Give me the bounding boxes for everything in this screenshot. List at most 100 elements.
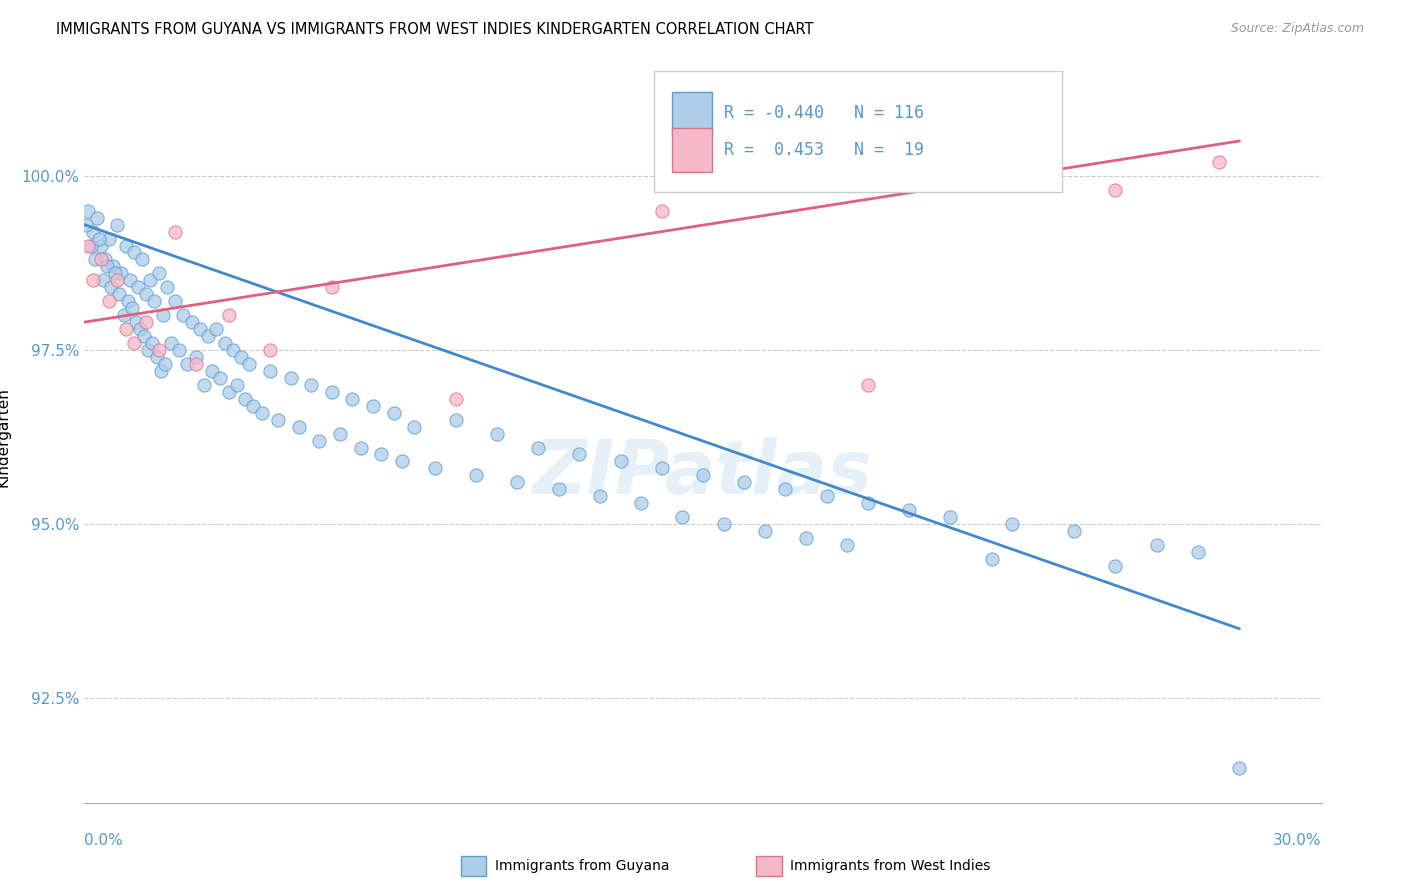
Point [370, 448, 392, 462]
Point [122, 336, 145, 351]
Point [898, 503, 921, 517]
Text: 0.0%: 0.0% [84, 833, 124, 848]
Point [79, 238, 101, 252]
Point [209, 371, 232, 385]
Point [214, 336, 236, 351]
Point [218, 384, 240, 399]
Point [108, 287, 131, 301]
Point [775, 483, 797, 497]
Point [103, 260, 125, 274]
Point [160, 336, 183, 351]
Point [238, 357, 260, 371]
Point [506, 475, 529, 490]
Point [90, 252, 112, 267]
Point [222, 343, 245, 357]
Point [105, 218, 128, 232]
Point [156, 280, 179, 294]
Point [630, 496, 652, 510]
Point [267, 412, 290, 426]
Point [589, 489, 612, 503]
Point [118, 273, 141, 287]
Point [148, 343, 170, 357]
Point [713, 517, 735, 532]
Point [280, 371, 302, 385]
Text: 30.0%: 30.0% [1274, 833, 1322, 848]
Text: ZIPatlas: ZIPatlas [533, 437, 873, 510]
Point [141, 336, 163, 351]
Point [733, 475, 755, 490]
Point [754, 524, 776, 538]
Point [143, 294, 166, 309]
Point [527, 441, 550, 455]
Point [609, 454, 631, 468]
Point [188, 322, 211, 336]
Point [125, 315, 148, 329]
Point [136, 343, 159, 357]
Point [82, 225, 104, 239]
Point [692, 468, 714, 483]
Point [145, 350, 167, 364]
Point [83, 252, 105, 267]
Point [110, 266, 132, 280]
Point [98, 294, 121, 309]
Point [939, 510, 962, 524]
Text: Immigrants from Guyana: Immigrants from Guyana [495, 859, 669, 873]
Point [131, 252, 153, 267]
Point [184, 350, 207, 364]
Point [167, 343, 190, 357]
Point [794, 531, 817, 545]
Point [288, 419, 311, 434]
Point [172, 308, 194, 322]
Point [82, 273, 104, 287]
Text: Source: ZipAtlas.com: Source: ZipAtlas.com [1230, 22, 1364, 36]
Bar [756, 856, 782, 876]
Point [91, 273, 114, 287]
Point [391, 454, 413, 468]
Point [134, 329, 156, 343]
Point [226, 377, 249, 392]
Point [114, 238, 136, 252]
Point [250, 406, 273, 420]
Point [321, 280, 343, 294]
Point [465, 468, 488, 483]
Point [382, 406, 405, 420]
Point [568, 448, 591, 462]
Point [201, 364, 224, 378]
Point [242, 399, 264, 413]
Point [117, 294, 139, 309]
Point [321, 384, 343, 399]
Point [165, 294, 187, 309]
Point [856, 377, 879, 392]
Point [547, 483, 569, 497]
Text: Immigrants from West Indies: Immigrants from West Indies [790, 859, 991, 873]
Point [135, 315, 157, 329]
Text: IMMIGRANTS FROM GUYANA VS IMMIGRANTS FROM WEST INDIES KINDERGARTEN CORRELATION C: IMMIGRANTS FROM GUYANA VS IMMIGRANTS FRO… [56, 22, 814, 37]
Point [651, 461, 673, 475]
Point [77, 203, 100, 218]
Point [205, 322, 228, 336]
Point [404, 419, 426, 434]
Point [342, 392, 364, 406]
Point [184, 357, 207, 371]
Point [299, 377, 322, 392]
Point [148, 266, 170, 280]
Point [444, 392, 467, 406]
Point [98, 231, 121, 245]
Point [96, 260, 118, 274]
Point [105, 273, 128, 287]
Point [1208, 155, 1230, 169]
Point [122, 245, 145, 260]
Point [129, 322, 152, 336]
Point [180, 315, 202, 329]
Point [1063, 524, 1085, 538]
FancyBboxPatch shape [672, 128, 711, 171]
Text: R =  0.453   N =  19: R = 0.453 N = 19 [724, 141, 924, 159]
Point [77, 238, 100, 252]
Point [980, 552, 1002, 566]
Point [1104, 183, 1126, 197]
Point [218, 308, 240, 322]
Point [127, 280, 149, 294]
Point [75, 218, 97, 232]
Point [233, 392, 256, 406]
Point [1104, 558, 1126, 573]
